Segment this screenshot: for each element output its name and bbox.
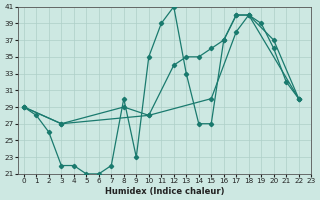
X-axis label: Humidex (Indice chaleur): Humidex (Indice chaleur): [105, 187, 224, 196]
